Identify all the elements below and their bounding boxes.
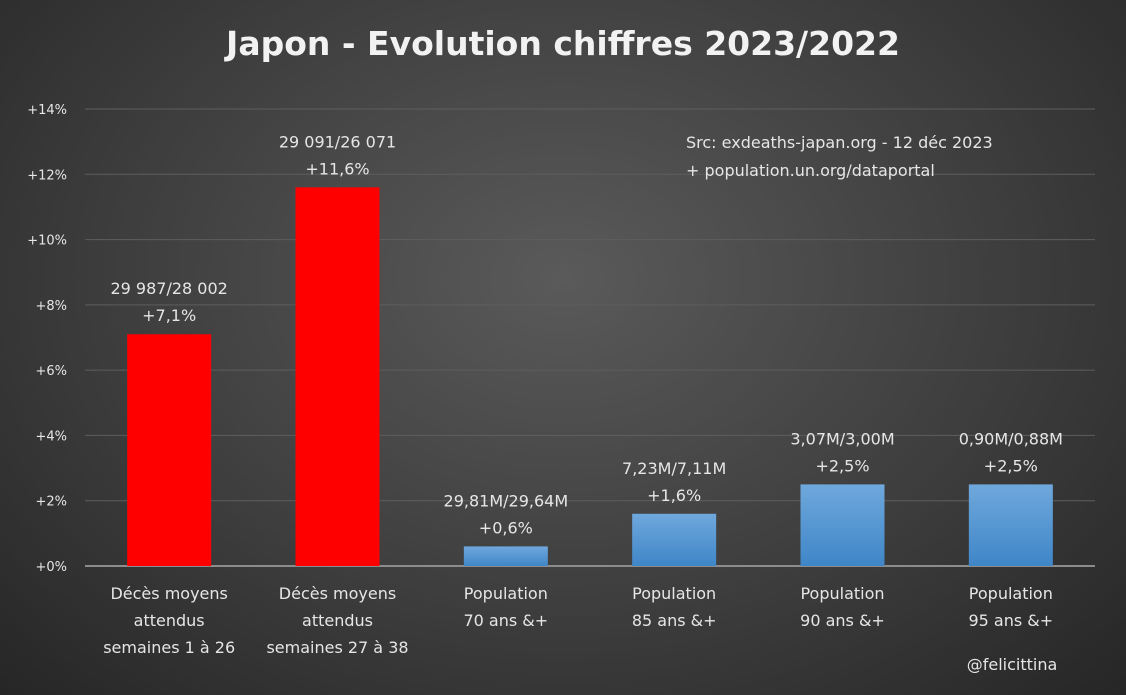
category-label: Population <box>632 584 716 603</box>
bar <box>632 513 717 566</box>
category-label: Décès moyens <box>110 584 227 603</box>
y-tick-label: +10% <box>27 234 67 249</box>
category-label: 95 ans &+ <box>968 611 1053 630</box>
category-label: 70 ans &+ <box>463 611 548 630</box>
data-label: +0,6% <box>479 518 533 537</box>
chart-title: Japon - Evolution chiffres 2023/2022 <box>224 24 900 63</box>
data-label: +7,1% <box>142 306 196 325</box>
author-annotation: @felicittina <box>967 655 1058 674</box>
bar <box>800 484 885 566</box>
bar <box>463 546 548 566</box>
category-label: attendus <box>134 611 205 630</box>
category-label: 85 ans &+ <box>632 611 717 630</box>
y-tick-label: +12% <box>27 168 67 183</box>
y-tick-label: +4% <box>35 429 67 444</box>
category-label: Population <box>969 584 1053 603</box>
data-label: 7,23M/7,11M <box>622 459 726 478</box>
y-tick-label: +0% <box>35 560 67 575</box>
data-label: +1,6% <box>647 486 701 505</box>
y-tick-label: +8% <box>35 299 67 314</box>
y-tick-label: +6% <box>35 364 67 379</box>
category-label: 90 ans &+ <box>800 611 885 630</box>
category-label: semaines 27 à 38 <box>266 638 408 657</box>
data-label: +2,5% <box>984 456 1038 475</box>
bar <box>127 334 212 566</box>
source-annotation-line2: + population.un.org/dataportal <box>686 161 935 180</box>
y-tick-label: +14% <box>27 103 67 118</box>
category-label: attendus <box>302 611 373 630</box>
bar <box>295 187 380 567</box>
source-annotation-line1: Src: exdeaths-japan.org - 12 déc 2023 <box>686 133 993 152</box>
data-label: 29 091/26 071 <box>279 132 396 151</box>
category-label: Population <box>800 584 884 603</box>
category-label: Population <box>464 584 548 603</box>
category-label: semaines 1 à 26 <box>103 638 235 657</box>
y-tick-label: +2% <box>35 495 67 510</box>
bar <box>968 484 1053 566</box>
data-label: 3,07M/3,00M <box>790 429 894 448</box>
data-label: 0,90M/0,88M <box>959 429 1063 448</box>
data-label: 29,81M/29,64M <box>444 491 569 510</box>
data-label: 29 987/28 002 <box>110 279 227 298</box>
data-label: +11,6% <box>305 159 369 178</box>
category-label: Décès moyens <box>279 584 396 603</box>
data-label: +2,5% <box>815 456 869 475</box>
